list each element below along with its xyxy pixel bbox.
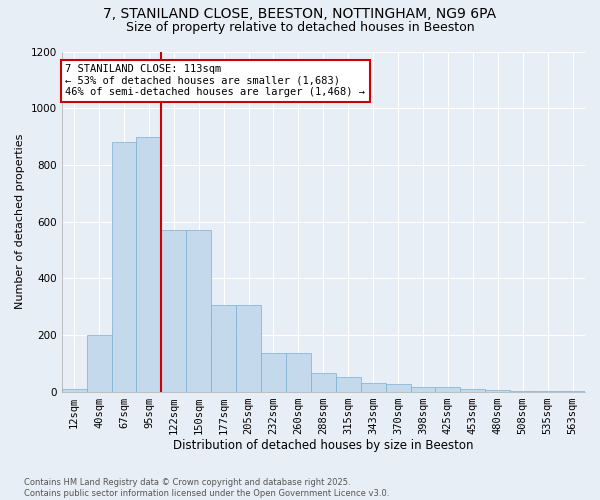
Bar — [386, 384, 410, 392]
Bar — [535, 391, 560, 392]
Bar — [261, 354, 286, 392]
Bar — [62, 388, 86, 392]
Bar — [136, 136, 161, 392]
Bar — [336, 378, 361, 392]
Text: 7 STANILAND CLOSE: 113sqm
← 53% of detached houses are smaller (1,683)
46% of se: 7 STANILAND CLOSE: 113sqm ← 53% of detac… — [65, 64, 365, 98]
Bar — [436, 388, 460, 392]
Bar — [311, 373, 336, 392]
Bar — [460, 388, 485, 392]
X-axis label: Distribution of detached houses by size in Beeston: Distribution of detached houses by size … — [173, 440, 473, 452]
Text: Contains HM Land Registry data © Crown copyright and database right 2025.
Contai: Contains HM Land Registry data © Crown c… — [24, 478, 389, 498]
Y-axis label: Number of detached properties: Number of detached properties — [15, 134, 25, 309]
Bar — [510, 391, 535, 392]
Bar — [361, 383, 386, 392]
Bar — [286, 354, 311, 392]
Text: Size of property relative to detached houses in Beeston: Size of property relative to detached ho… — [125, 21, 475, 34]
Bar — [86, 335, 112, 392]
Bar — [161, 230, 186, 392]
Bar — [112, 142, 136, 392]
Bar — [485, 390, 510, 392]
Text: 7, STANILAND CLOSE, BEESTON, NOTTINGHAM, NG9 6PA: 7, STANILAND CLOSE, BEESTON, NOTTINGHAM,… — [103, 8, 497, 22]
Bar — [211, 305, 236, 392]
Bar — [560, 391, 585, 392]
Bar — [186, 230, 211, 392]
Bar — [410, 388, 436, 392]
Bar — [236, 305, 261, 392]
